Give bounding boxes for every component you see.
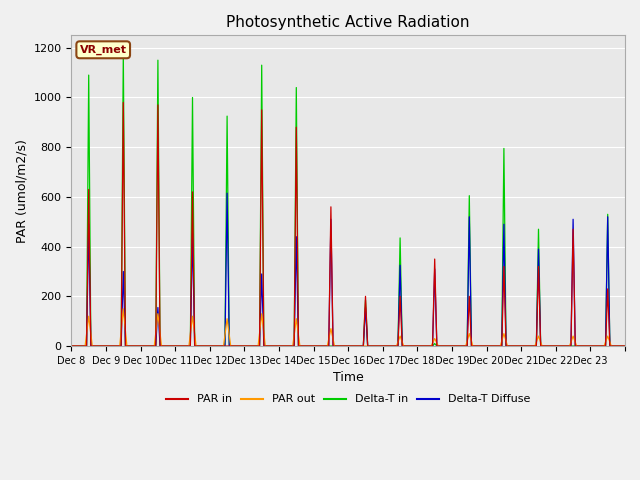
Delta-T in [283, 343, 291, 349]
PAR in [406, 343, 413, 349]
PAR in [133, 343, 141, 349]
Delta-T in [620, 343, 628, 349]
Delta-T Diffuse [436, 343, 444, 349]
Delta-T in [262, 343, 270, 349]
PAR out [120, 306, 127, 312]
PAR out [283, 343, 291, 349]
Delta-T in [120, 51, 127, 57]
Delta-T Diffuse [406, 343, 413, 349]
PAR in [235, 343, 243, 349]
Text: VR_met: VR_met [80, 45, 127, 55]
Delta-T Diffuse [235, 343, 243, 349]
PAR out [68, 343, 76, 349]
Title: Photosynthetic Active Radiation: Photosynthetic Active Radiation [227, 15, 470, 30]
Line: Delta-T in: Delta-T in [72, 54, 624, 346]
PAR out [436, 343, 444, 349]
Delta-T in [133, 343, 141, 349]
PAR out [235, 343, 243, 349]
PAR in [120, 99, 127, 105]
PAR out [406, 343, 413, 349]
Y-axis label: PAR (umol/m2/s): PAR (umol/m2/s) [15, 139, 28, 242]
PAR in [262, 343, 270, 349]
Line: PAR in: PAR in [72, 102, 624, 346]
PAR out [133, 343, 141, 349]
X-axis label: Time: Time [333, 372, 364, 384]
PAR in [68, 343, 76, 349]
PAR out [620, 343, 628, 349]
Delta-T Diffuse [620, 343, 628, 349]
Delta-T in [235, 343, 243, 349]
PAR in [436, 343, 444, 349]
PAR in [283, 343, 291, 349]
Delta-T Diffuse [283, 343, 291, 349]
Delta-T in [436, 343, 444, 349]
Delta-T Diffuse [223, 190, 231, 196]
Line: PAR out: PAR out [72, 309, 624, 346]
Line: Delta-T Diffuse: Delta-T Diffuse [72, 193, 624, 346]
Legend: PAR in, PAR out, Delta-T in, Delta-T Diffuse: PAR in, PAR out, Delta-T in, Delta-T Dif… [161, 390, 535, 409]
Delta-T Diffuse [262, 343, 270, 349]
Delta-T in [68, 343, 76, 349]
PAR out [262, 343, 270, 349]
Delta-T Diffuse [68, 343, 76, 349]
Delta-T in [406, 343, 413, 349]
Delta-T Diffuse [132, 343, 140, 349]
PAR in [620, 343, 628, 349]
